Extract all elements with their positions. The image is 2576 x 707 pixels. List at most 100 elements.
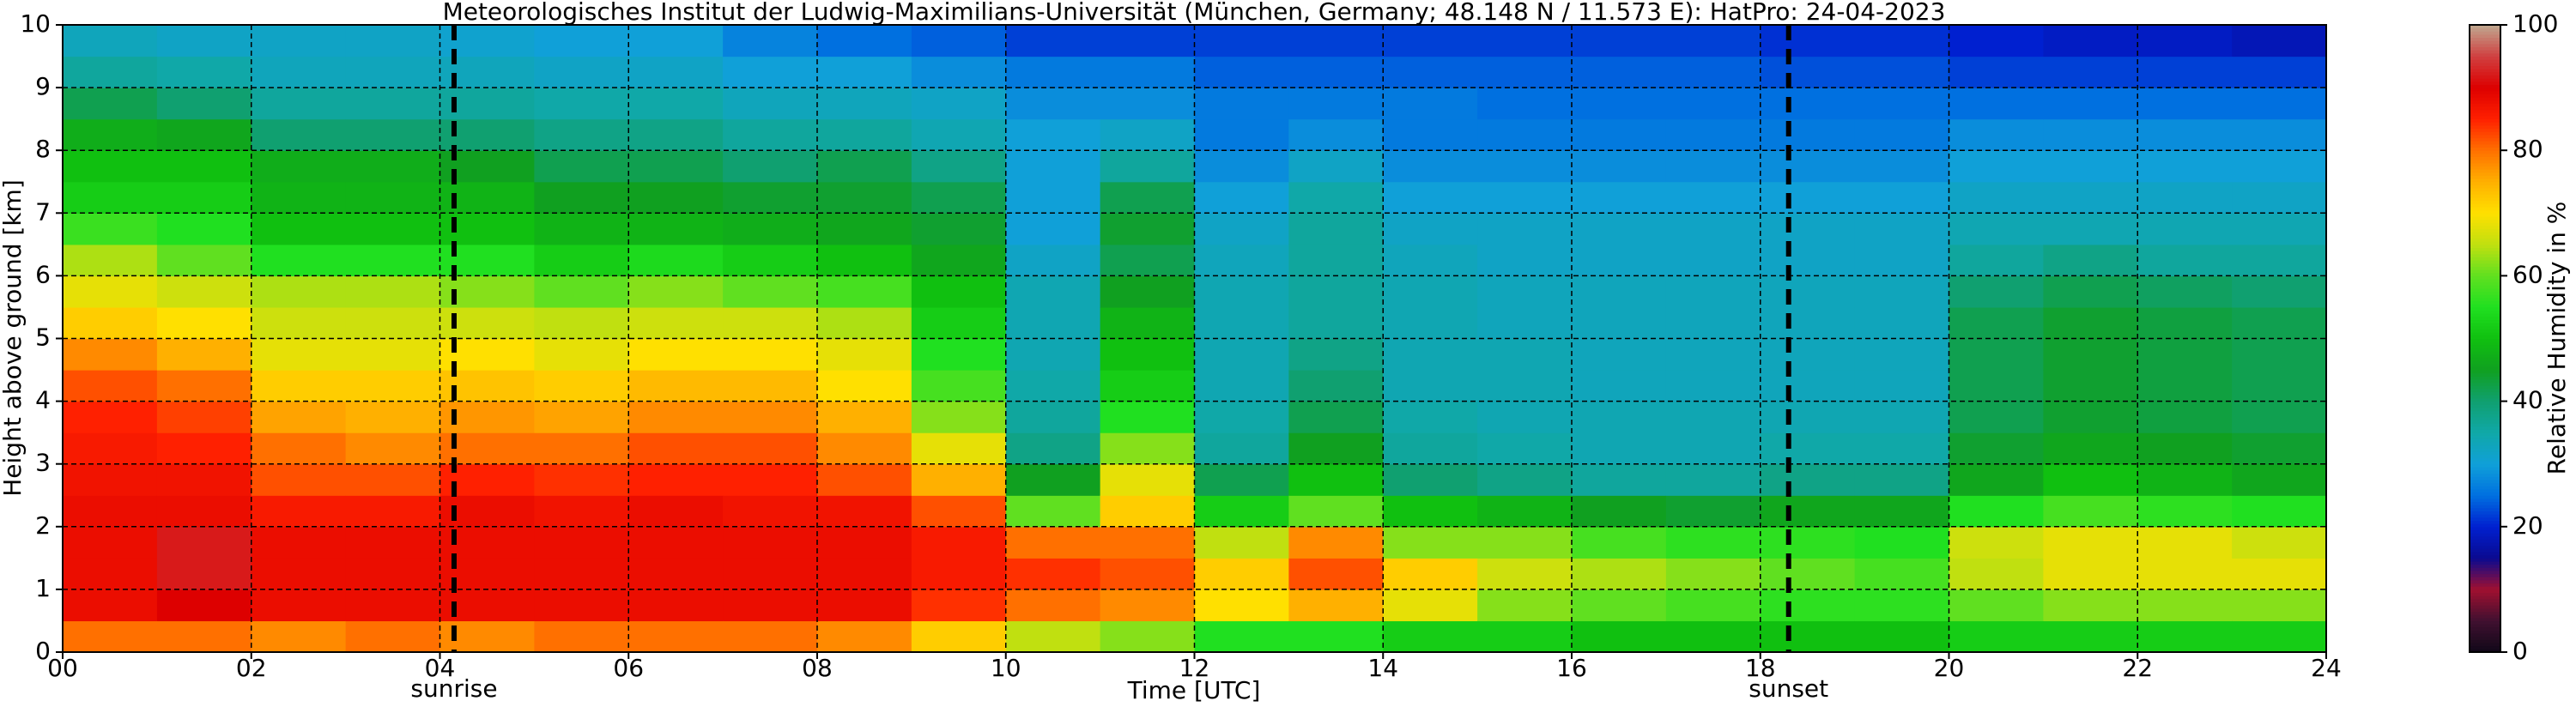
- y-tick-label: 8: [35, 135, 51, 163]
- annotation-label: sunset: [1749, 674, 1828, 703]
- heatmap-cell: [534, 150, 629, 183]
- heatmap-cell: [2232, 118, 2327, 151]
- colorbar-segment: [2470, 219, 2500, 223]
- heatmap-cell: [156, 181, 252, 214]
- colorbar-segment: [2470, 313, 2500, 317]
- colorbar-segment: [2470, 564, 2500, 568]
- colorbar-segment: [2470, 78, 2500, 82]
- colorbar-segment: [2470, 570, 2500, 575]
- heatmap-cell: [1760, 213, 1856, 245]
- heatmap-cell: [156, 244, 252, 276]
- heatmap-cell: [1854, 25, 1950, 57]
- heatmap-cell: [1665, 306, 1761, 340]
- colorbar-segment: [2470, 50, 2500, 54]
- heatmap-cell: [1288, 213, 1384, 245]
- colorbar-segment: [2470, 266, 2500, 270]
- heatmap-cell: [1194, 401, 1289, 433]
- heatmap-cell: [1100, 25, 1196, 57]
- heatmap-cell: [2043, 432, 2138, 465]
- colorbar-segment: [2470, 476, 2500, 480]
- heatmap-cell: [1949, 25, 2044, 57]
- heatmap-cell: [1760, 56, 1856, 88]
- heatmap-cell: [2137, 589, 2233, 622]
- heatmap-cell: [1005, 150, 1101, 183]
- colorbar-segment: [2470, 169, 2500, 173]
- heatmap-cell: [63, 463, 158, 496]
- heatmap-cell: [534, 338, 629, 371]
- heatmap-cell: [1665, 558, 1761, 590]
- heatmap-cell: [534, 56, 629, 88]
- colorbar-segment: [2470, 97, 2500, 101]
- colorbar-segment: [2470, 626, 2500, 631]
- heatmap-cell: [1477, 620, 1573, 653]
- heatmap-cell: [1477, 213, 1573, 245]
- x-tick-label: 04: [425, 654, 456, 682]
- colorbar-segment: [2470, 222, 2500, 227]
- heatmap-cell: [2043, 401, 2138, 433]
- colorbar-segment: [2470, 257, 2500, 261]
- heatmap-cell: [1760, 463, 1856, 496]
- y-tick-label: 2: [35, 511, 51, 540]
- colorbar-segment: [2470, 457, 2500, 462]
- heatmap-cell: [1005, 118, 1101, 151]
- heatmap-cell: [1572, 244, 1667, 276]
- heatmap-cell: [1005, 306, 1101, 340]
- colorbar-segment: [2470, 150, 2500, 154]
- heatmap-cell: [2043, 56, 2138, 88]
- heatmap-cell: [723, 432, 818, 465]
- heatmap-cell: [1005, 88, 1101, 120]
- heatmap-cell: [251, 56, 347, 88]
- heatmap-cell: [1288, 25, 1384, 57]
- x-tick-label: 14: [1367, 654, 1398, 682]
- heatmap-cell: [911, 244, 1007, 276]
- heatmap-cell: [2043, 620, 2138, 653]
- heatmap-cell: [2232, 88, 2327, 120]
- heatmap-cell: [1288, 306, 1384, 340]
- heatmap-cell: [1854, 370, 1950, 402]
- heatmap-cell: [251, 401, 347, 433]
- heatmap-cell: [156, 620, 252, 653]
- x-tick-label: 00: [47, 654, 78, 682]
- colorbar-segment: [2470, 454, 2500, 458]
- heatmap-cell: [534, 244, 629, 276]
- heatmap-cell: [251, 306, 347, 340]
- colorbar-segment: [2470, 539, 2500, 543]
- colorbar-segment: [2470, 178, 2500, 183]
- heatmap-cell: [723, 370, 818, 402]
- heatmap-cell: [817, 558, 912, 590]
- colorbar-segment: [2470, 601, 2500, 606]
- heatmap-cell: [1572, 118, 1667, 151]
- heatmap-cell: [1949, 244, 2044, 276]
- heatmap-cell: [63, 495, 158, 528]
- colorbar-segment: [2470, 554, 2500, 559]
- colorbar-segment: [2470, 84, 2500, 88]
- colorbar-segment: [2470, 548, 2500, 553]
- heatmap-cell: [2137, 432, 2233, 465]
- heatmap-cell: [345, 150, 441, 183]
- heatmap-cell: [1383, 620, 1478, 653]
- colorbar-segment: [2470, 285, 2500, 289]
- heatmap-cell: [1005, 244, 1101, 276]
- heatmap-cell: [1194, 150, 1289, 183]
- heatmap-cell: [1288, 338, 1384, 371]
- heatmap-cell: [534, 118, 629, 151]
- heatmap-cell: [1854, 213, 1950, 245]
- colorbar-segment: [2470, 294, 2500, 299]
- chart-title: Meteorologisches Institut der Ludwig-Max…: [443, 0, 1946, 26]
- heatmap-cell: [2137, 213, 2233, 245]
- colorbar-segment: [2470, 598, 2500, 603]
- heatmap-cell: [723, 526, 818, 559]
- heatmap-cell: [1100, 589, 1196, 622]
- colorbar-segment: [2470, 347, 2500, 352]
- colorbar-segment: [2470, 181, 2500, 185]
- colorbar-segment: [2470, 200, 2500, 204]
- heatmap-cell: [2232, 244, 2327, 276]
- colorbar-segment: [2470, 414, 2500, 418]
- colorbar-segment: [2470, 448, 2500, 452]
- heatmap-cell: [63, 432, 158, 465]
- heatmap-cell: [817, 181, 912, 214]
- heatmap-cell: [1100, 118, 1196, 151]
- heatmap-cell: [251, 244, 347, 276]
- colorbar-segment: [2470, 288, 2500, 293]
- colorbar-segment: [2470, 263, 2500, 267]
